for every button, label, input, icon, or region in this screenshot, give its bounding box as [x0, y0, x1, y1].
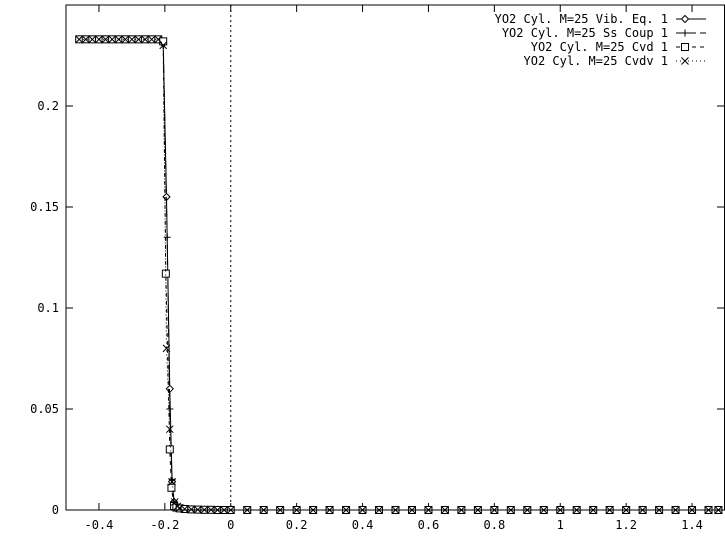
data-point: [163, 233, 171, 241]
data-point: [128, 35, 136, 44]
legend-marker: [681, 29, 689, 37]
data-point: [167, 483, 176, 492]
x-tick-label: 0: [227, 518, 234, 532]
y-tick-label: 0.15: [30, 200, 59, 214]
legend-label: YO2 Cyl. M=25 Ss Coup 1: [502, 26, 668, 40]
data-point: [161, 269, 170, 278]
data-point: [81, 35, 90, 44]
data-point: [170, 498, 179, 506]
data-point: [166, 405, 174, 413]
data-point: [88, 35, 97, 44]
x-tick-label: -0.2: [150, 518, 179, 532]
data-point: [165, 445, 174, 454]
data-point: [147, 35, 156, 44]
x-tick-label: 1.2: [615, 518, 637, 532]
x-tick-label: 0.6: [418, 518, 440, 532]
data-point: [154, 35, 163, 44]
y-axis-tick-labels: 0 0.05 0.1 0.15 0.2: [30, 99, 59, 517]
data-point: [180, 505, 189, 513]
data-point: [159, 41, 168, 50]
x-tick-label: 1: [557, 518, 564, 532]
data-point: [114, 35, 123, 44]
data-point: [187, 505, 196, 514]
data-point: [75, 35, 84, 44]
legend-marker: [681, 43, 689, 51]
x-tick-label: 1.4: [681, 518, 703, 532]
x-tick-label: 0.2: [286, 518, 308, 532]
legend-label: YO2 Cyl. M=25 Vib. Eq. 1: [495, 12, 668, 26]
x-tick-label: 0.4: [352, 518, 374, 532]
data-point: [121, 35, 130, 44]
x-tick-label: -0.4: [84, 518, 113, 532]
x-axis-tick-labels: -0.4 -0.2 0 0.2 0.4 0.6 0.8 1 1.2 1.4: [84, 518, 702, 532]
legend-label: YO2 Cyl. M=25 Cvdv 1: [524, 54, 669, 68]
data-point: [165, 425, 174, 434]
data-point: [162, 344, 171, 353]
data-point: [95, 35, 103, 44]
data-point: [108, 35, 116, 44]
legend-marker: [681, 57, 689, 65]
y-tick-label: 0.05: [30, 402, 59, 416]
data-point: [101, 35, 110, 44]
legend-marker: [680, 14, 690, 24]
y-tick-label: 0.2: [37, 99, 59, 113]
y-tick-label: 0.1: [37, 301, 59, 315]
data-point: [168, 477, 176, 486]
data-point: [141, 35, 149, 44]
data-point: [134, 35, 143, 44]
y-tick-label: 0: [52, 503, 59, 517]
x-tick-label: 0.8: [484, 518, 506, 532]
legend-label: YO2 Cyl. M=25 Cvd 1: [531, 40, 668, 54]
